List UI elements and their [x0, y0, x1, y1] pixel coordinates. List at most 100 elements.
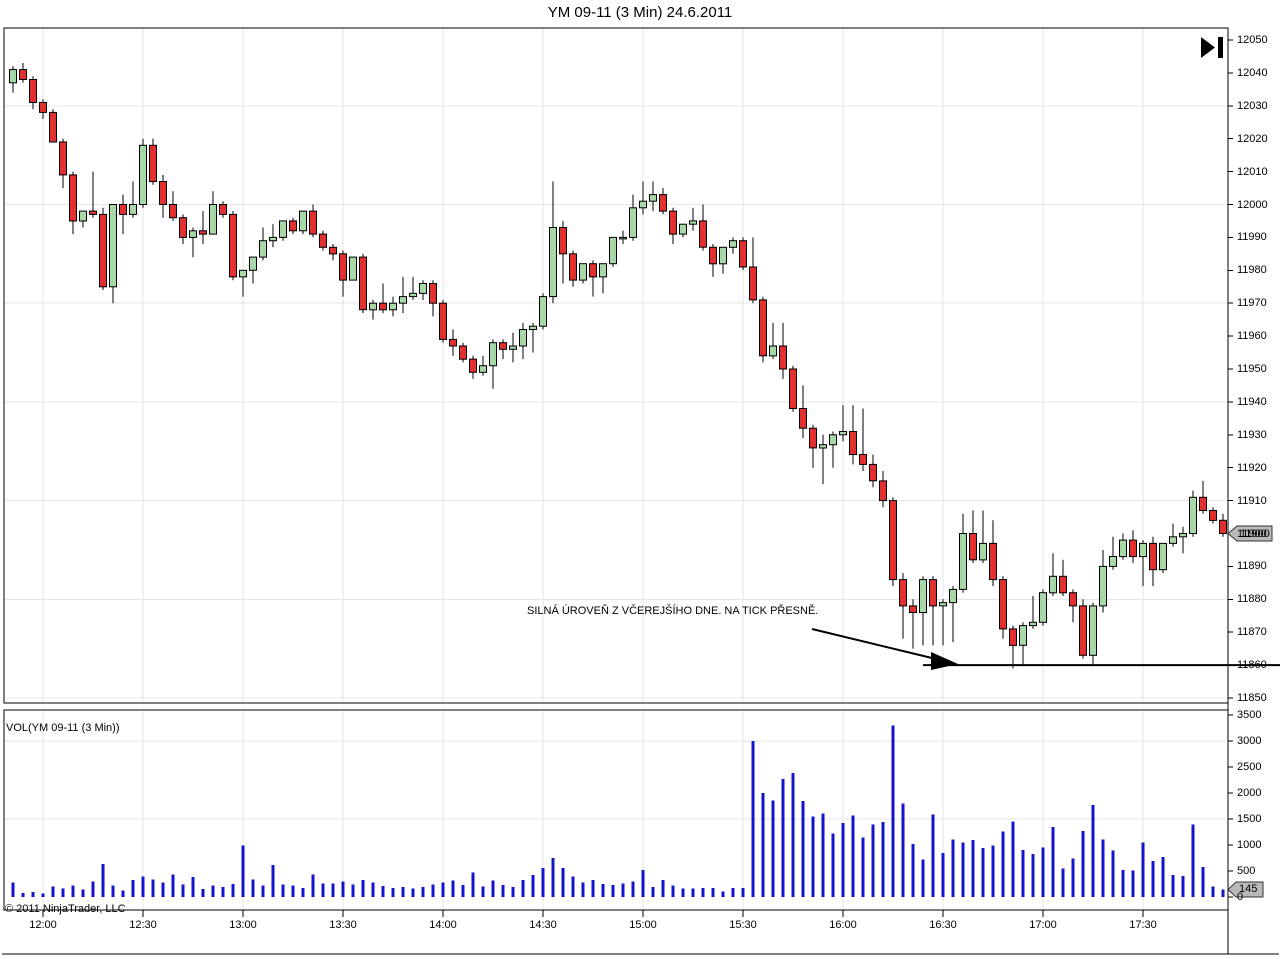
- go-to-last-bar-icon[interactable]: [1201, 37, 1223, 58]
- candle-body-down: [309, 210, 317, 235]
- candle: [359, 253, 367, 314]
- candle: [309, 204, 317, 238]
- volume-bar: [741, 887, 745, 897]
- volume-bar: [171, 874, 175, 897]
- volume-bar: [311, 874, 315, 897]
- last-volume-badge: [1227, 881, 1264, 898]
- volume-bar: [431, 884, 435, 897]
- candle-body-down: [99, 213, 107, 288]
- volume-bar: [951, 839, 955, 897]
- candle-body-down: [429, 283, 437, 304]
- candle-body-down: [699, 220, 707, 248]
- volume-bar: [781, 779, 785, 897]
- candle: [549, 181, 557, 304]
- candle: [819, 434, 827, 485]
- support-level-annotation: SILNÁ ÚROVEŇ Z VČEREJŠÍHO DNE. NA TICK P…: [527, 605, 819, 617]
- volume-bar: [891, 725, 895, 897]
- candle: [389, 296, 397, 317]
- candle: [929, 576, 937, 646]
- candle-body-down: [359, 256, 367, 311]
- candle-body-up: [489, 342, 497, 367]
- volume-bar: [531, 875, 535, 897]
- candle-body-up: [299, 210, 307, 232]
- candle-body-up: [139, 144, 147, 206]
- candle-body-up: [399, 296, 407, 304]
- volume-bar: [511, 886, 515, 897]
- price-axis-label: 11920: [1237, 462, 1267, 474]
- candle: [839, 405, 847, 442]
- candle-body-up: [109, 204, 117, 288]
- volume-bar: [911, 844, 915, 897]
- candle: [89, 171, 97, 218]
- candle: [829, 431, 837, 468]
- candle: [699, 204, 707, 251]
- volume-bar: [721, 891, 725, 897]
- price-axis-label: 12010: [1237, 166, 1268, 178]
- volume-bar: [641, 870, 645, 897]
- volume-bar: [991, 845, 995, 897]
- candle-body-up: [409, 292, 417, 298]
- volume-bar: [381, 886, 385, 897]
- candle-body-up: [639, 200, 647, 209]
- candle: [379, 283, 387, 314]
- candle-body-up: [689, 220, 697, 225]
- candle-body-down: [469, 358, 477, 373]
- volume-bar: [11, 882, 15, 897]
- candle: [79, 210, 87, 228]
- candle-body-down: [879, 480, 887, 502]
- candle: [749, 237, 757, 304]
- candle: [969, 510, 977, 564]
- candle: [39, 99, 47, 119]
- candle: [709, 244, 717, 277]
- candle-body-down: [889, 500, 897, 581]
- candle: [1189, 490, 1197, 537]
- candle: [479, 355, 487, 376]
- candle: [129, 181, 137, 218]
- price-axis-label: 12040: [1237, 67, 1268, 79]
- volume-axis-label: 1500: [1237, 813, 1262, 825]
- volume-axis-label: 2500: [1237, 761, 1262, 773]
- price-axis-label: 12000: [1237, 199, 1268, 211]
- candle: [539, 293, 547, 330]
- time-axis-label: 17:00: [1029, 919, 1057, 931]
- volume-bar: [1031, 853, 1035, 897]
- price-axis-label: 12050: [1237, 34, 1268, 46]
- volume-bar: [261, 885, 265, 897]
- candle-body-down: [339, 253, 347, 281]
- volume-bar: [971, 840, 975, 897]
- candle: [609, 236, 617, 267]
- candle-body-down: [999, 579, 1007, 630]
- candle-body-down: [1079, 605, 1087, 656]
- volume-bar: [961, 842, 965, 897]
- candle-body-down: [229, 213, 237, 278]
- candle-body-up: [649, 194, 657, 202]
- candle-body-down: [1069, 592, 1077, 607]
- last-price-badge: [1227, 525, 1273, 542]
- candle: [49, 109, 57, 143]
- volume-bar: [1141, 842, 1145, 897]
- candle-body-up: [919, 579, 927, 613]
- candle: [959, 513, 967, 593]
- candle-body-up: [189, 230, 197, 238]
- chart-title: YM 09-11 (3 Min) 24.6.2011: [547, 4, 733, 21]
- volume-bar: [581, 882, 585, 897]
- time-axis-label: 12:00: [29, 919, 57, 931]
- volume-bar: [881, 822, 885, 897]
- candle-body-down: [559, 227, 567, 255]
- volume-bar: [521, 879, 525, 897]
- candle: [259, 227, 267, 261]
- price-axis-label: 11860: [1237, 659, 1267, 671]
- price-axis-label: 11910: [1237, 495, 1267, 507]
- candle: [449, 329, 457, 356]
- candle-body-up: [719, 246, 727, 265]
- volume-axis-label: 500: [1237, 865, 1256, 877]
- volume-indicator-label: VOL(YM 09-11 (3 Min)): [6, 722, 120, 734]
- volume-bar: [701, 887, 705, 897]
- candle-body-down: [659, 194, 667, 212]
- candle-body-down: [159, 181, 167, 205]
- volume-bar: [411, 888, 415, 897]
- candle-body-up: [679, 223, 687, 235]
- candle: [19, 63, 27, 83]
- candle: [689, 207, 697, 231]
